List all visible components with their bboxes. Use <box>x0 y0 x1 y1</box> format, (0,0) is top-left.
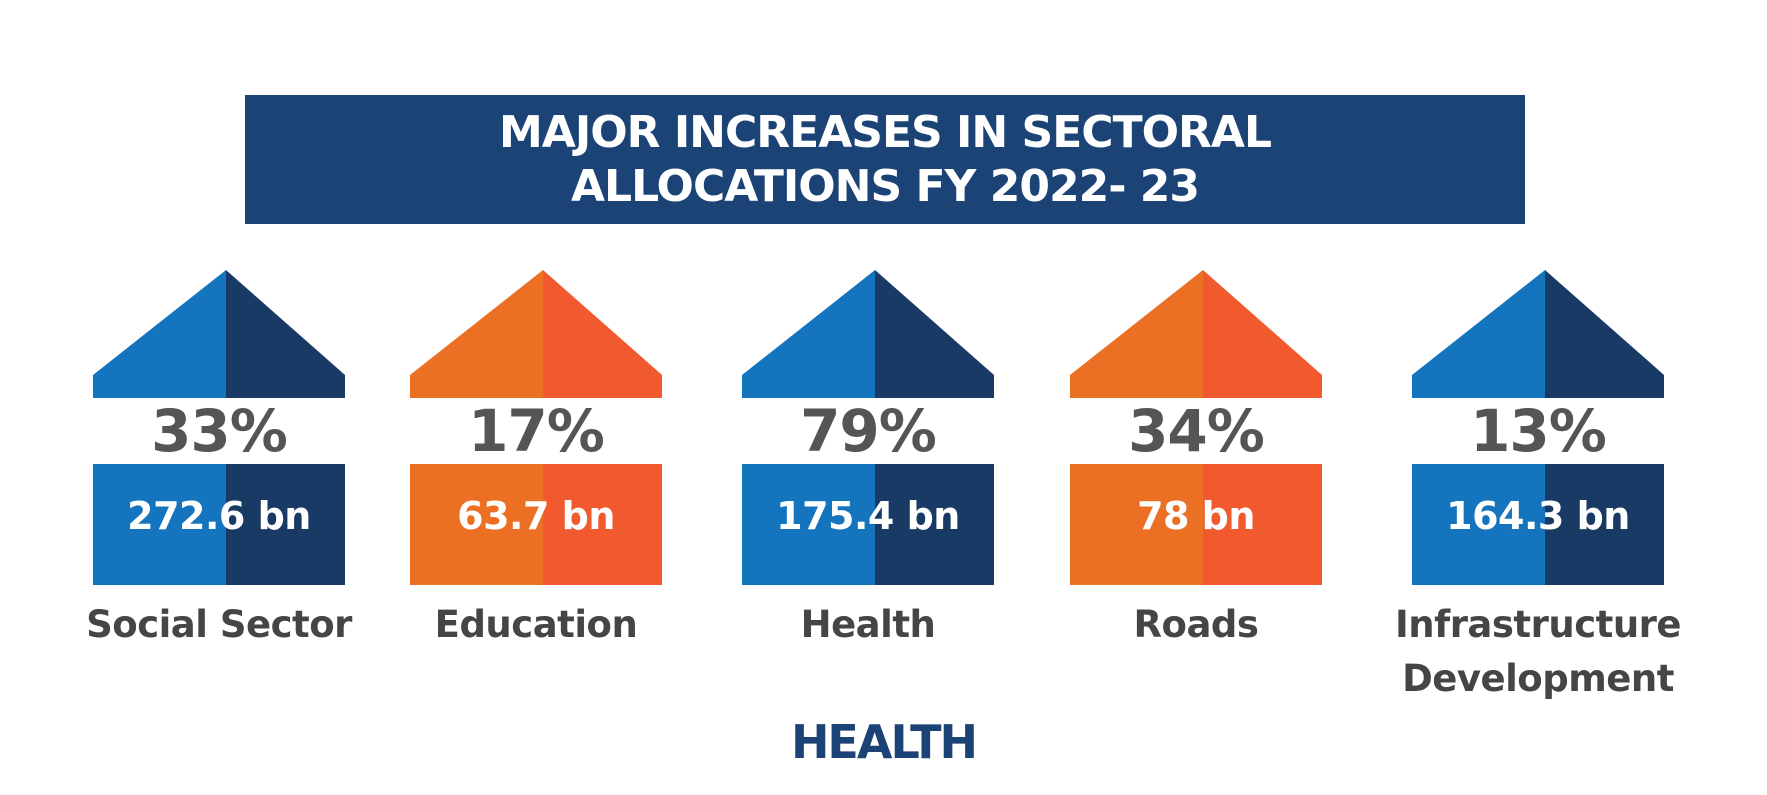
sector-label: Social Sector <box>86 603 352 646</box>
sector-percent: 33% <box>151 397 288 465</box>
sector-amount: 78 bn <box>1137 494 1255 538</box>
footer-heading: HEALTH <box>790 715 978 769</box>
title-line-2: ALLOCATIONS FY 2022- 23 <box>570 160 1200 212</box>
house-shape-icon <box>1412 270 1664 585</box>
sector-percent: 79% <box>800 397 937 465</box>
sector-percent: 17% <box>468 397 605 465</box>
title-line-1: MAJOR INCREASES IN SECTORAL <box>499 106 1272 158</box>
sector-label: Health <box>800 603 936 646</box>
sector-card: 13% 164.3 bn <box>1412 270 1664 585</box>
sector-label: Education <box>434 603 638 646</box>
sector-card: 33% 272.6 bn <box>93 270 345 585</box>
house-shape-icon <box>1070 270 1322 585</box>
sector-card: 17% 63.7 bn <box>410 270 662 585</box>
sector-amount: 272.6 bn <box>127 494 311 538</box>
sector-card: 79% 175.4 bn <box>742 270 994 585</box>
sector-percent: 13% <box>1470 397 1607 465</box>
sector-label: Infrastructure Development <box>1394 603 1682 700</box>
house-shape-icon <box>410 270 662 585</box>
sector-amount: 175.4 bn <box>776 494 960 538</box>
sector-percent: 34% <box>1128 397 1265 465</box>
sector-amount: 164.3 bn <box>1446 494 1630 538</box>
sector-label: Roads <box>1133 603 1259 646</box>
sector-amount: 63.7 bn <box>457 494 615 538</box>
sector-card: 34% 78 bn <box>1070 270 1322 585</box>
house-shape-icon <box>93 270 345 585</box>
title-banner: MAJOR INCREASES IN SECTORAL ALLOCATIONS … <box>245 95 1525 224</box>
house-shape-icon <box>742 270 994 585</box>
